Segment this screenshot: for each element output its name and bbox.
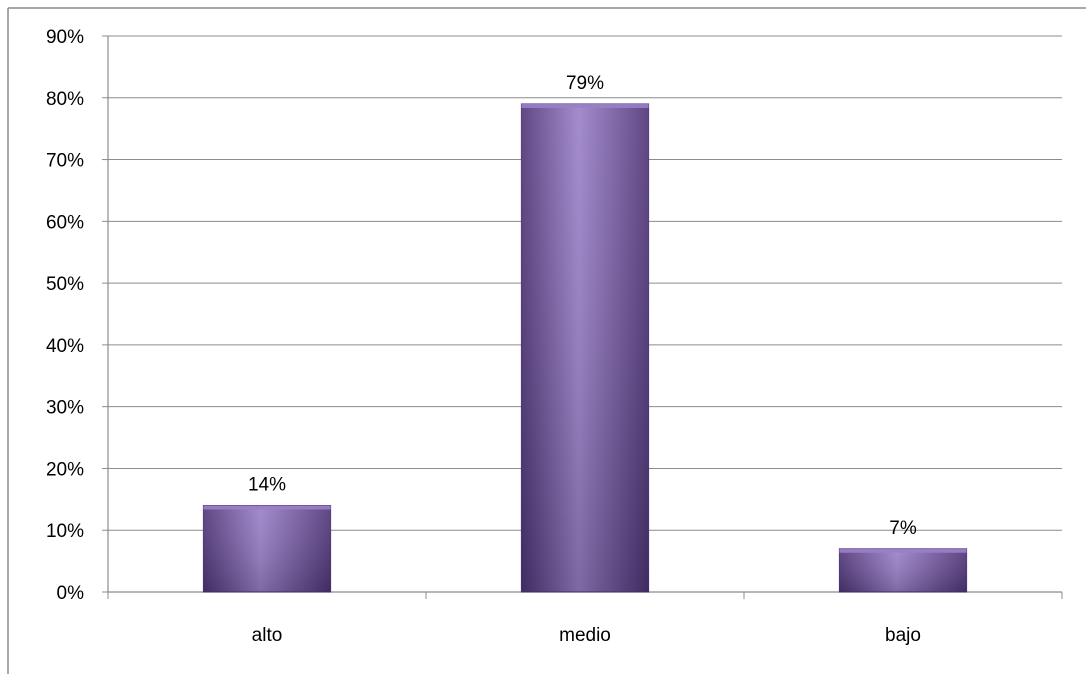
bar-shade-medio xyxy=(521,103,649,592)
y-tick-label: 20% xyxy=(46,459,84,480)
y-tick-label: 0% xyxy=(57,583,85,604)
x-tick-label-medio: medio xyxy=(559,625,611,646)
bar-cap-medio xyxy=(521,103,649,108)
data-label-medio: 79% xyxy=(566,73,604,94)
y-tick-label: 80% xyxy=(46,89,84,110)
labels: 0% 10% 20% 30% 40% 50% 60% 70% 80% 90% 14% alto 79% m… xyxy=(46,27,921,646)
bar-shade-bajo xyxy=(839,548,967,592)
y-tick-label: 10% xyxy=(46,521,84,542)
bar-cap-bajo xyxy=(839,548,967,553)
y-tick-label: 50% xyxy=(46,274,84,295)
y-tick-label: 30% xyxy=(46,398,84,419)
bar-shade-alto xyxy=(203,505,331,592)
y-tick-label: 60% xyxy=(46,212,84,233)
y-tick-label: 70% xyxy=(46,151,84,172)
data-label-bajo: 7% xyxy=(889,518,917,539)
y-tick-label: 90% xyxy=(46,27,84,48)
bar-cap-alto xyxy=(203,505,331,510)
data-label-alto: 14% xyxy=(248,475,286,496)
y-tick-label: 40% xyxy=(46,336,84,357)
bars xyxy=(202,103,968,593)
x-tick-label-alto: alto xyxy=(252,625,283,646)
x-tick-label-bajo: bajo xyxy=(885,625,921,646)
